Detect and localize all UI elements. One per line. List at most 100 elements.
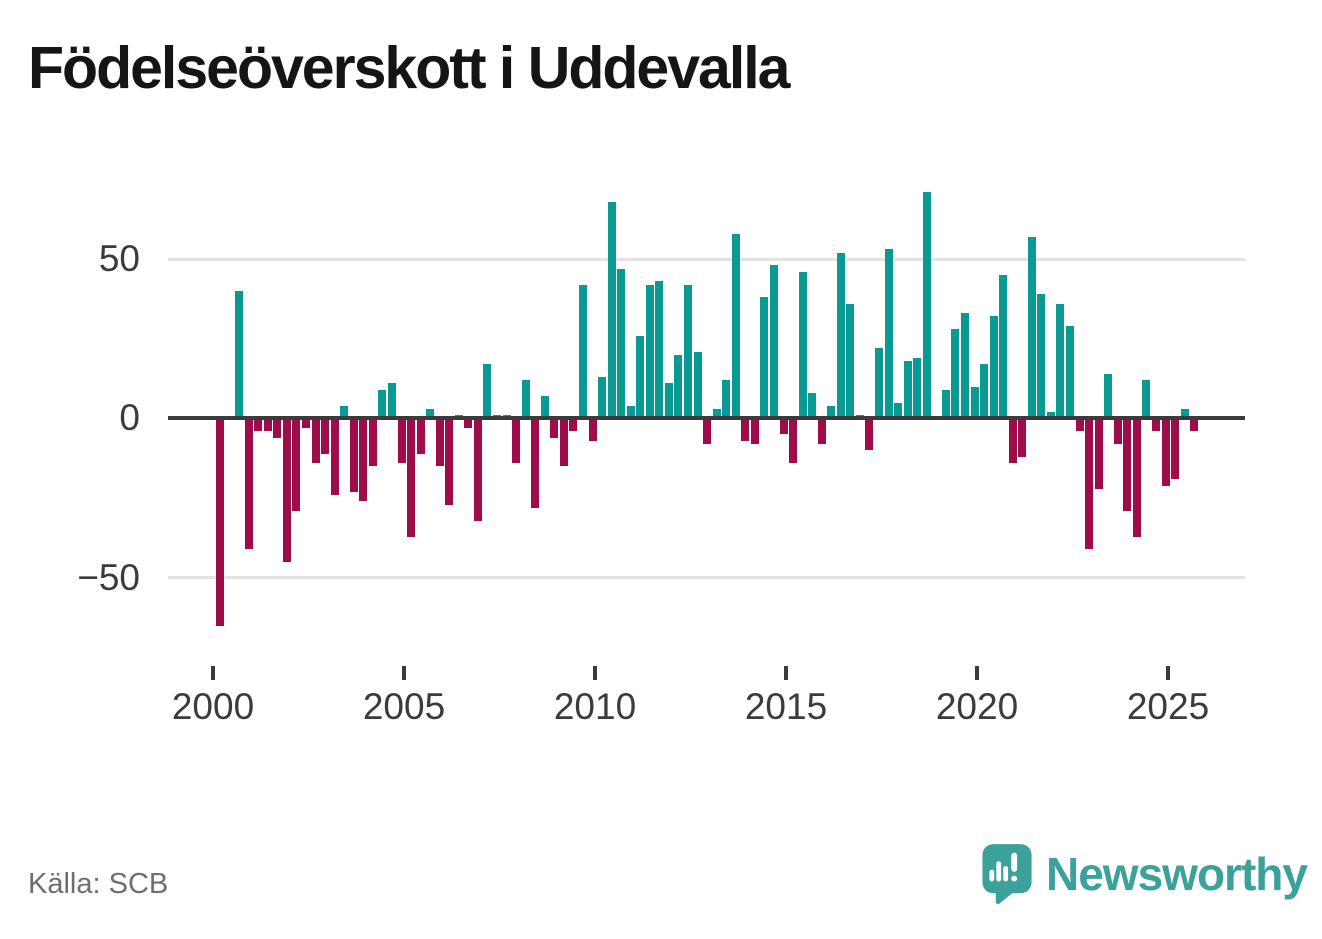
- x-tick-label-2015: 2015: [744, 686, 828, 727]
- x-tick-2010: [593, 666, 597, 680]
- bar-2001-q3: [273, 418, 282, 438]
- bar-2009-q1: [559, 418, 568, 467]
- brand-lockup: Newsworthy: [980, 842, 1308, 906]
- x-tick-2005: [402, 666, 406, 680]
- bar-2003-q1: [330, 418, 339, 496]
- bar-2014-q1: [750, 418, 759, 444]
- y-tick-label-50: 50: [98, 238, 140, 279]
- bar-2018-q3: [922, 192, 931, 419]
- bar-2021-q1: [1018, 418, 1027, 457]
- bar-2021-q4: [1046, 412, 1055, 419]
- bar-2009-q3: [578, 284, 587, 419]
- bar-2008-q3: [540, 396, 549, 419]
- x-tick-2025: [1166, 666, 1170, 680]
- bar-2014-q4: [779, 418, 788, 435]
- x-tick-label-2010: 2010: [553, 686, 637, 727]
- bar-2020-q1: [980, 364, 988, 419]
- bar-2006-q1: [445, 418, 454, 505]
- bar-2004-q1: [368, 418, 377, 467]
- bar-2008-q4: [550, 418, 559, 438]
- bar-2009-q2: [569, 418, 578, 432]
- bar-2010-q4: [626, 405, 635, 419]
- bar-2000-q1: [216, 418, 224, 626]
- bar-2022-q4: [1085, 418, 1094, 550]
- bar-2022-q2: [1066, 326, 1074, 419]
- bar-2004-q4: [397, 418, 406, 464]
- bar-2010-q2: [607, 201, 616, 419]
- bar-2022-q1: [1056, 303, 1065, 419]
- chart-title: Födelseöverskott i Uddevalla: [28, 35, 790, 101]
- bar-2014-q2: [760, 297, 769, 419]
- bar-2014-q3: [769, 265, 778, 419]
- bar-2010-q3: [617, 268, 626, 419]
- bar-2016-q2: [836, 252, 845, 419]
- bar-2024-q2: [1142, 380, 1151, 419]
- bar-2023-q1: [1094, 418, 1103, 489]
- bar-2008-q2: [531, 418, 540, 508]
- bar-2002-q3: [311, 418, 320, 464]
- bar-2003-q2: [340, 405, 349, 419]
- bar-2007-q4: [512, 418, 520, 464]
- bar-2024-q3: [1151, 418, 1160, 432]
- bar-2023-q2: [1104, 373, 1113, 419]
- brand-name: Newsworthy: [1046, 848, 1308, 900]
- bar-2018-q2: [913, 357, 922, 419]
- bar-2011-q2: [645, 284, 654, 419]
- bar-2016-q1: [827, 405, 836, 419]
- x-tick-label-2005: 2005: [362, 686, 446, 727]
- x-tick-label-2020: 2020: [935, 686, 1019, 727]
- bar-2008-q1: [521, 380, 530, 419]
- bar-2001-q2: [263, 418, 272, 432]
- bar-2012-q1: [674, 354, 683, 419]
- bar-2011-q1: [636, 335, 645, 419]
- x-tick-2015: [784, 666, 788, 680]
- bar-2005-q4: [435, 418, 444, 467]
- bar-2025-q2: [1180, 408, 1189, 419]
- bar-2011-q3: [655, 281, 664, 419]
- bar-2013-q4: [741, 418, 750, 441]
- bar-2004-q2: [378, 389, 387, 419]
- x-tick-2020: [975, 666, 979, 680]
- bar-2018-q1: [903, 361, 912, 419]
- bar-2025-q1: [1171, 418, 1179, 480]
- bar-2015-q3: [808, 393, 817, 419]
- bar-2021-q3: [1037, 294, 1046, 419]
- y-tick-label-minus-50: −50: [77, 557, 140, 598]
- bar-2002-q1: [292, 418, 301, 511]
- bar-2020-q3: [999, 274, 1008, 419]
- bar-2019-q3: [960, 313, 969, 419]
- bar-2021-q2: [1027, 236, 1036, 419]
- bar-2003-q3: [349, 418, 358, 492]
- bar-2013-q3: [731, 233, 740, 419]
- gridline-50: [168, 258, 1245, 261]
- bar-2012-q3: [693, 351, 702, 419]
- bar-2019-q2: [951, 329, 960, 419]
- bar-2003-q4: [359, 418, 368, 502]
- bar-2013-q1: [712, 408, 721, 419]
- bar-2016-q3: [846, 303, 855, 419]
- bar-2022-q3: [1075, 418, 1084, 432]
- gridline-minus-50: [168, 576, 1245, 579]
- bar-2025-q3: [1190, 418, 1199, 432]
- bar-2005-q1: [407, 418, 415, 537]
- bar-2001-q4: [282, 418, 291, 563]
- bar-2023-q3: [1113, 418, 1122, 444]
- bar-2009-q4: [588, 418, 597, 441]
- bar-2012-q4: [703, 418, 711, 444]
- x-tick-label-2000: 2000: [171, 686, 255, 727]
- zero-axis-line: [168, 416, 1245, 420]
- x-tick-2000: [211, 666, 215, 680]
- bar-2024-q4: [1161, 418, 1170, 486]
- bar-2023-q4: [1123, 418, 1132, 511]
- bar-2017-q3: [884, 249, 893, 419]
- bar-2007-q1: [483, 364, 492, 419]
- x-tick-label-2025: 2025: [1126, 686, 1210, 727]
- bar-2000-q3: [235, 290, 244, 419]
- newsworthy-logo-icon: [982, 844, 1032, 905]
- bar-2015-q1: [789, 418, 797, 464]
- bar-2017-q4: [894, 402, 903, 419]
- bar-2002-q2: [301, 418, 310, 429]
- source-label: Källa: SCB: [28, 868, 169, 900]
- bar-2013-q2: [722, 380, 731, 419]
